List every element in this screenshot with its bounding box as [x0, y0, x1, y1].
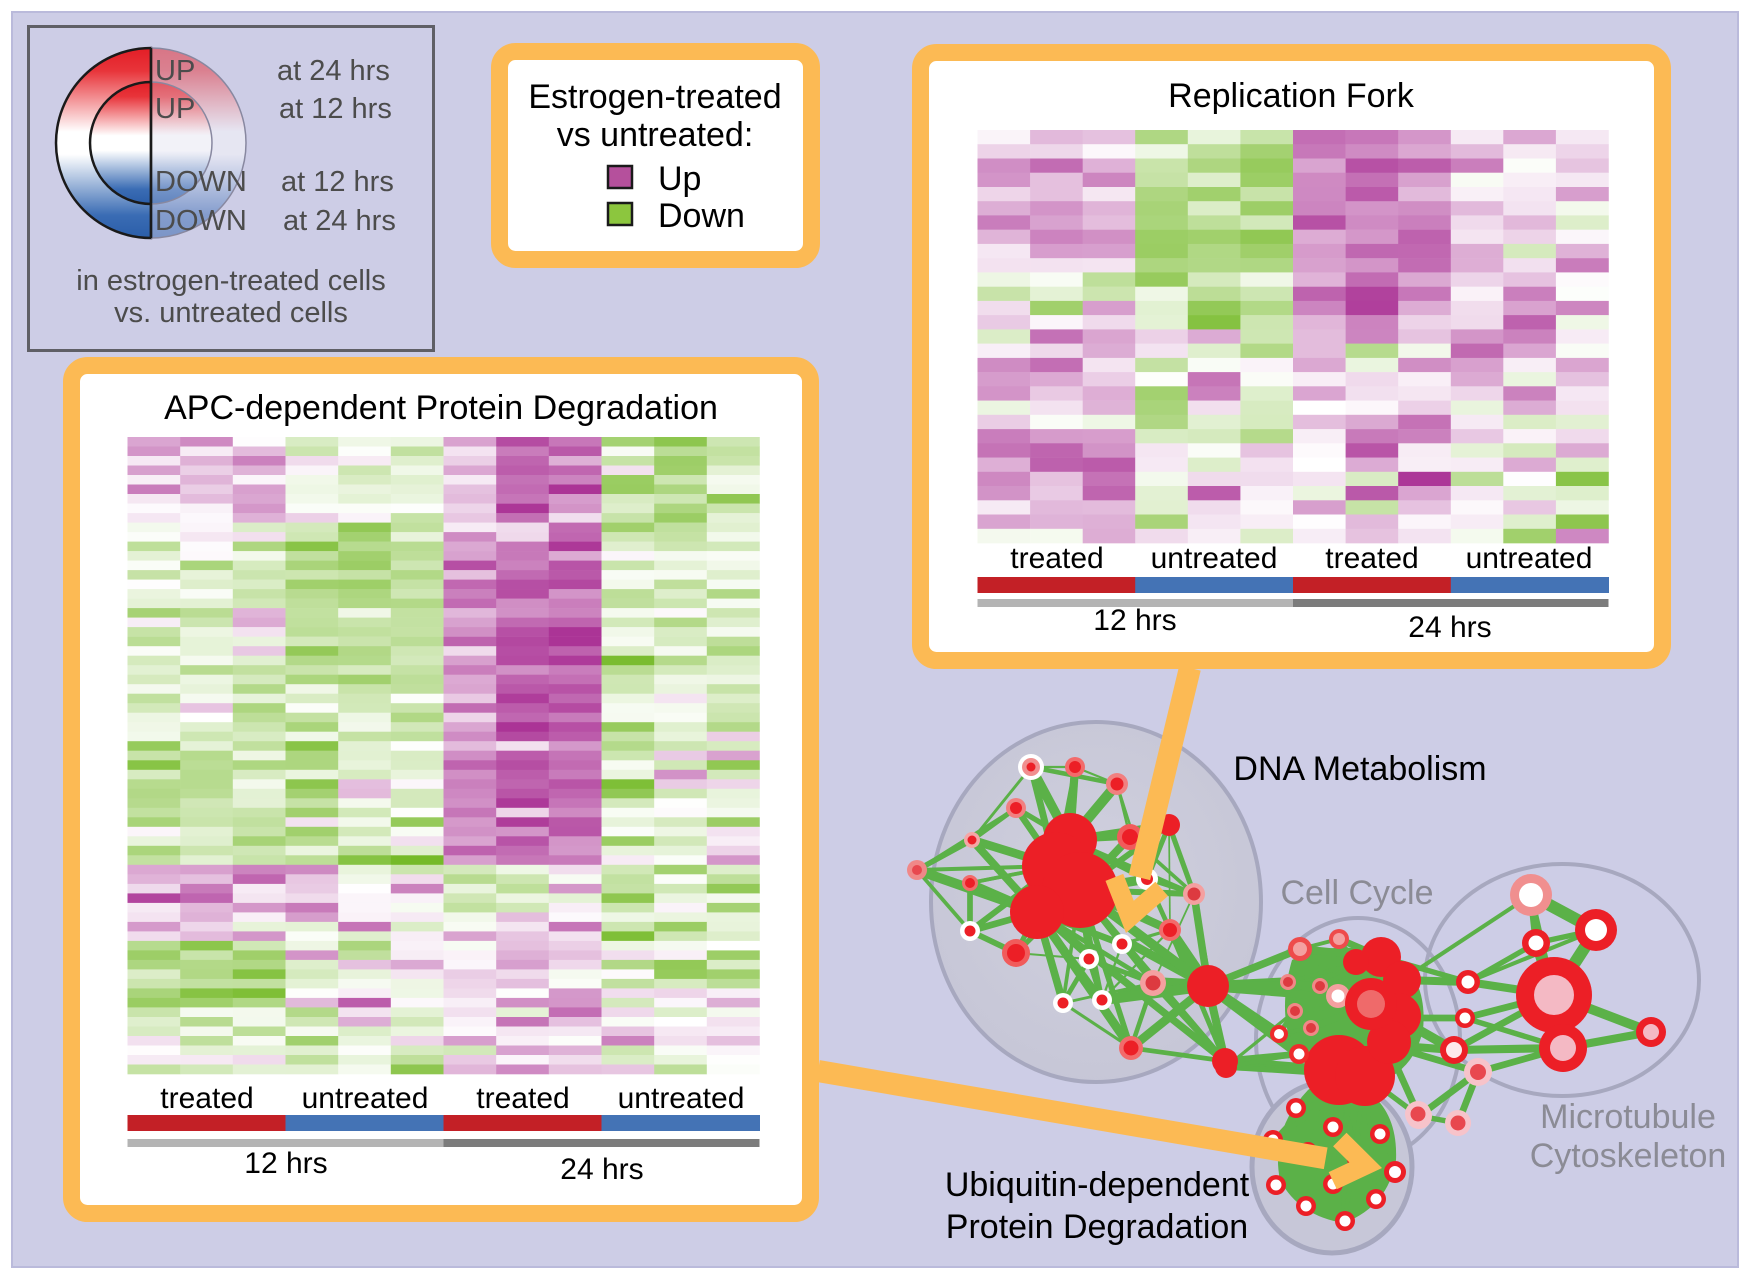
svg-text:24 hrs: 24 hrs: [560, 1153, 643, 1186]
svg-text:at 12 hrs: at 12 hrs: [281, 166, 394, 198]
svg-text:Down: Down: [658, 197, 745, 235]
svg-text:UP: UP: [155, 55, 195, 87]
svg-text:at 24 hrs: at 24 hrs: [283, 205, 396, 237]
svg-text:APC-dependent Protein Degradat: APC-dependent Protein Degradation: [164, 389, 718, 427]
svg-text:Cell Cycle: Cell Cycle: [1280, 874, 1433, 912]
svg-text:untreated: untreated: [302, 1082, 429, 1115]
svg-text:12 hrs: 12 hrs: [1093, 604, 1176, 637]
svg-text:Up: Up: [658, 160, 701, 198]
svg-text:treated: treated: [1325, 542, 1418, 575]
svg-text:DNA Metabolism: DNA Metabolism: [1233, 750, 1486, 788]
svg-text:at 12 hrs: at 12 hrs: [279, 93, 392, 125]
svg-text:untreated: untreated: [1151, 542, 1278, 575]
svg-text:untreated: untreated: [1466, 542, 1593, 575]
svg-text:UP: UP: [155, 93, 195, 125]
svg-text:treated: treated: [476, 1082, 569, 1115]
svg-text:Estrogen-treated: Estrogen-treated: [528, 78, 781, 116]
svg-text:DOWN: DOWN: [155, 166, 247, 198]
svg-text:12 hrs: 12 hrs: [244, 1147, 327, 1180]
svg-text:Cytoskeleton: Cytoskeleton: [1530, 1137, 1727, 1175]
svg-text:vs untreated:: vs untreated:: [557, 116, 754, 154]
svg-text:treated: treated: [1010, 542, 1103, 575]
svg-text:Replication Fork: Replication Fork: [1168, 77, 1415, 115]
svg-text:treated: treated: [160, 1082, 253, 1115]
svg-text:DOWN: DOWN: [155, 205, 247, 237]
svg-text:in estrogen-treated cells: in estrogen-treated cells: [76, 265, 386, 297]
svg-text:Microtubule: Microtubule: [1540, 1098, 1716, 1136]
svg-text:vs. untreated cells: vs. untreated cells: [114, 297, 348, 329]
svg-text:Protein Degradation: Protein Degradation: [946, 1208, 1248, 1246]
svg-text:Ubiquitin-dependent: Ubiquitin-dependent: [945, 1166, 1250, 1204]
svg-text:at 24 hrs: at 24 hrs: [277, 55, 390, 87]
svg-text:untreated: untreated: [618, 1082, 745, 1115]
svg-text:24 hrs: 24 hrs: [1408, 611, 1491, 644]
